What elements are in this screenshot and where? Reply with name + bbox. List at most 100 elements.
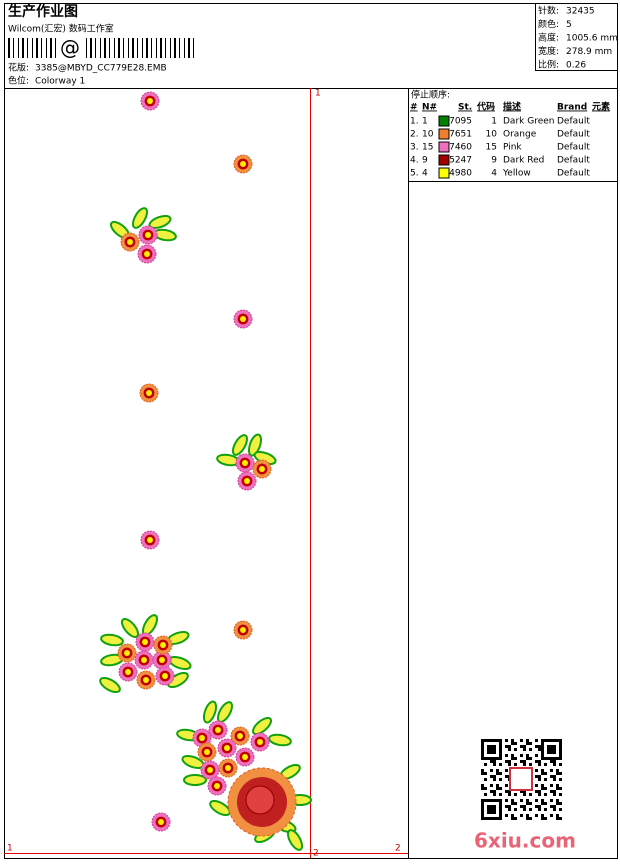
brand: Default bbox=[557, 169, 590, 179]
info-value: 32435 bbox=[566, 7, 595, 17]
barcode-bar bbox=[86, 38, 87, 58]
flower-center bbox=[145, 232, 151, 238]
color-swatch bbox=[438, 154, 450, 166]
qr-module bbox=[538, 808, 541, 811]
column-header: St. bbox=[458, 103, 472, 113]
code: 15 bbox=[486, 143, 497, 153]
qr-module bbox=[535, 784, 538, 787]
qr-module bbox=[493, 793, 496, 796]
qr-module bbox=[514, 763, 517, 766]
qr-module bbox=[523, 760, 526, 763]
qr-module bbox=[496, 772, 499, 775]
qr-module bbox=[559, 802, 562, 805]
qr-module bbox=[487, 805, 490, 808]
barcode-bar bbox=[46, 38, 47, 58]
code: 1 bbox=[491, 117, 497, 127]
qr-module bbox=[541, 817, 544, 820]
qr-module bbox=[547, 745, 550, 748]
qr-module bbox=[550, 748, 553, 751]
row-index: 2. bbox=[410, 130, 419, 140]
qr-module bbox=[484, 793, 487, 796]
qr-module bbox=[556, 817, 559, 820]
qr-module bbox=[505, 799, 508, 802]
qr-module bbox=[547, 748, 550, 751]
qr-module bbox=[499, 748, 502, 751]
qr-module bbox=[493, 760, 496, 763]
qr-module bbox=[481, 754, 484, 757]
column-header: N# bbox=[422, 103, 437, 113]
leaf bbox=[268, 733, 292, 747]
description: Yellow bbox=[502, 169, 531, 179]
qr-module bbox=[535, 754, 538, 757]
qr-module bbox=[556, 814, 559, 817]
qr-module bbox=[496, 757, 499, 760]
flower-center bbox=[259, 466, 265, 472]
qr-module bbox=[529, 817, 532, 820]
qr-module bbox=[490, 805, 493, 808]
barcode-bar bbox=[13, 38, 14, 58]
flower-center bbox=[244, 478, 250, 484]
qr-module bbox=[541, 757, 544, 760]
barcode-bar bbox=[188, 38, 190, 58]
info-value: 5 bbox=[566, 20, 572, 30]
flower-center bbox=[257, 739, 263, 745]
needle: 4 bbox=[422, 169, 428, 179]
qr-module bbox=[523, 745, 526, 748]
barcode-bar bbox=[174, 38, 176, 58]
qr-module bbox=[511, 802, 514, 805]
column-header: 代码 bbox=[476, 101, 495, 113]
qr-module bbox=[499, 745, 502, 748]
qr-module bbox=[490, 808, 493, 811]
qr-module bbox=[484, 772, 487, 775]
column-header: # bbox=[410, 103, 418, 113]
qr-logo bbox=[509, 767, 533, 791]
stitches: 4980 bbox=[449, 169, 472, 179]
barcode-bar bbox=[156, 38, 157, 58]
flower-center bbox=[240, 627, 246, 633]
qr-module bbox=[541, 751, 544, 754]
qr-module bbox=[541, 754, 544, 757]
qr-module bbox=[514, 757, 517, 760]
description: Orange bbox=[503, 130, 537, 140]
qr-module bbox=[505, 814, 508, 817]
barcode-bar bbox=[50, 38, 52, 58]
qr-module bbox=[490, 811, 493, 814]
qr-module bbox=[553, 757, 556, 760]
qr-module bbox=[493, 763, 496, 766]
qr-module bbox=[505, 784, 508, 787]
qr-module bbox=[538, 748, 541, 751]
barcode-bar bbox=[36, 38, 38, 58]
qr-module bbox=[556, 787, 559, 790]
qr-module bbox=[544, 817, 547, 820]
qr-module bbox=[505, 760, 508, 763]
qr-module bbox=[505, 739, 508, 742]
qr-module bbox=[499, 757, 502, 760]
barcode-bar bbox=[165, 38, 166, 58]
brand: Default bbox=[557, 117, 590, 127]
qr-module bbox=[508, 808, 511, 811]
qr-module bbox=[508, 760, 511, 763]
qr-module bbox=[487, 745, 490, 748]
barcode-text: @ bbox=[60, 36, 80, 60]
qr-module bbox=[544, 778, 547, 781]
qr-module bbox=[520, 760, 523, 763]
qr-module bbox=[556, 739, 559, 742]
flower-center bbox=[207, 767, 213, 773]
qr-module bbox=[490, 748, 493, 751]
qr-module bbox=[508, 748, 511, 751]
info-value: 0.26 bbox=[566, 61, 586, 71]
qr-module bbox=[535, 799, 538, 802]
flower-center bbox=[141, 657, 147, 663]
color-swatch bbox=[438, 167, 450, 179]
barcode-bar bbox=[41, 38, 42, 58]
qr-module bbox=[544, 757, 547, 760]
qr-module bbox=[490, 760, 493, 763]
qr-module bbox=[499, 742, 502, 745]
studio: Wilcom(汇宏) 数码工作室 bbox=[8, 23, 114, 35]
flower-center bbox=[159, 657, 165, 663]
needle: 9 bbox=[422, 156, 428, 166]
qr-module bbox=[529, 802, 532, 805]
qr-module bbox=[520, 805, 523, 808]
info-label: 高度: bbox=[538, 32, 559, 44]
